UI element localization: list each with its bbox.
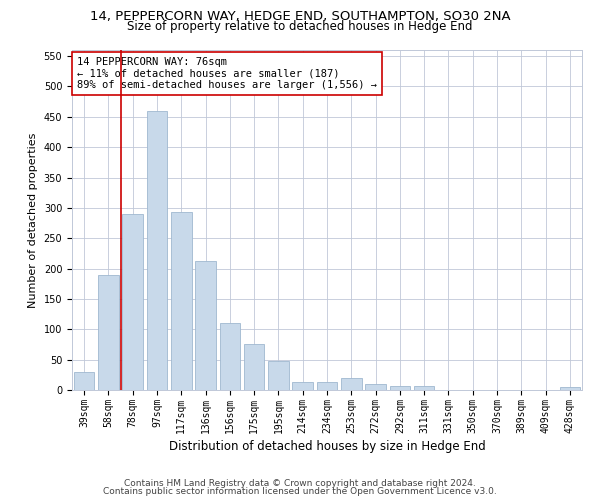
Bar (171, 212, 191, 390)
Y-axis label: Number of detached properties: Number of detached properties (28, 132, 38, 308)
Text: 14 PEPPERCORN WAY: 76sqm
← 11% of detached houses are smaller (187)
89% of semi-: 14 PEPPERCORN WAY: 76sqm ← 11% of detach… (77, 57, 377, 90)
Text: Contains public sector information licensed under the Open Government Licence v3: Contains public sector information licen… (103, 487, 497, 496)
Bar (122, 214, 143, 390)
Bar (341, 378, 362, 390)
X-axis label: Distribution of detached houses by size in Hedge End: Distribution of detached houses by size … (169, 440, 485, 453)
Bar (560, 387, 580, 390)
Text: Contains HM Land Registry data © Crown copyright and database right 2024.: Contains HM Land Registry data © Crown c… (124, 478, 476, 488)
Bar (98, 274, 119, 390)
Bar (414, 386, 434, 390)
Bar (268, 362, 289, 390)
Bar (195, 260, 216, 390)
Bar (74, 372, 94, 390)
Bar (146, 110, 167, 390)
Bar (292, 382, 313, 390)
Bar (244, 344, 265, 390)
Bar (365, 384, 386, 390)
Text: 14, PEPPERCORN WAY, HEDGE END, SOUTHAMPTON, SO30 2NA: 14, PEPPERCORN WAY, HEDGE END, SOUTHAMPT… (89, 10, 511, 23)
Text: Size of property relative to detached houses in Hedge End: Size of property relative to detached ho… (127, 20, 473, 33)
Bar (317, 382, 337, 390)
Bar (389, 386, 410, 390)
Bar (220, 323, 240, 390)
